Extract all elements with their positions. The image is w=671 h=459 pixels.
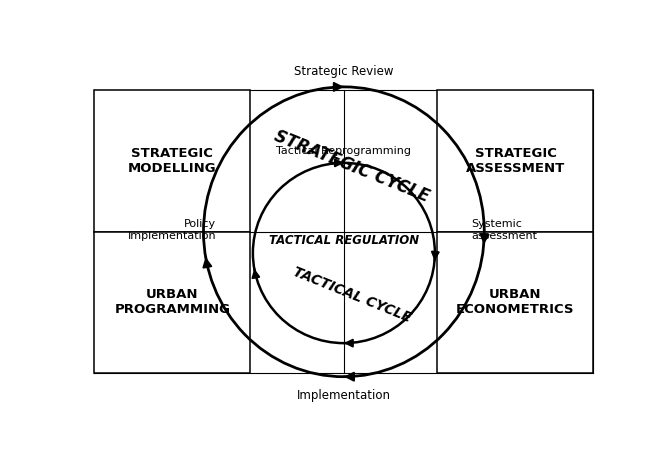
Text: STRATEGIC
ASSESSMENT: STRATEGIC ASSESSMENT xyxy=(466,147,565,175)
Bar xyxy=(437,90,594,232)
Text: URBAN
PROGRAMMING: URBAN PROGRAMMING xyxy=(114,288,230,317)
Text: TACTICAL REGULATION: TACTICAL REGULATION xyxy=(269,234,419,247)
Text: STRATEGIC
MODELLING: STRATEGIC MODELLING xyxy=(128,147,217,175)
Bar xyxy=(94,232,250,373)
Text: TACTICAL CYCLE: TACTICAL CYCLE xyxy=(291,265,413,325)
Text: Policy
Implementation: Policy Implementation xyxy=(128,219,217,241)
Text: Tactical Reprogramming: Tactical Reprogramming xyxy=(276,146,411,156)
Text: URBAN
ECONOMETRICS: URBAN ECONOMETRICS xyxy=(456,288,575,317)
Bar xyxy=(94,90,250,232)
Text: Systemic
assessment: Systemic assessment xyxy=(471,219,537,241)
Bar xyxy=(437,232,594,373)
Text: Implementation: Implementation xyxy=(297,389,391,402)
Text: STRATEGIC CYCLE: STRATEGIC CYCLE xyxy=(272,127,432,206)
Text: Strategic Review: Strategic Review xyxy=(294,65,394,78)
